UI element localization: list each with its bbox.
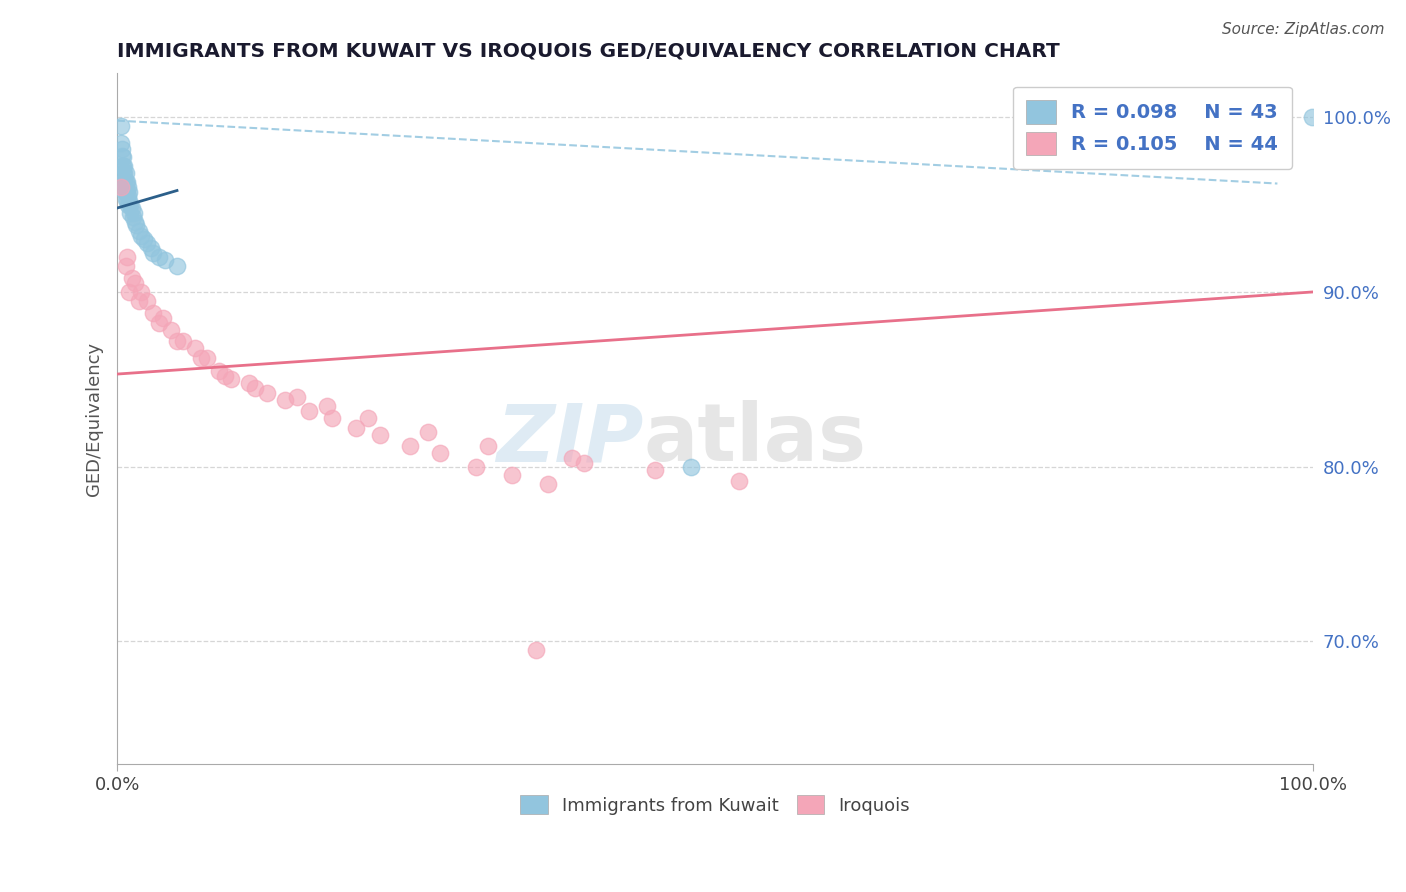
Text: IMMIGRANTS FROM KUWAIT VS IROQUOIS GED/EQUIVALENCY CORRELATION CHART: IMMIGRANTS FROM KUWAIT VS IROQUOIS GED/E…	[117, 42, 1060, 61]
Point	[285, 390, 308, 404]
Point	[112, 175, 135, 189]
Point	[572, 456, 595, 470]
Point	[118, 285, 141, 299]
Point	[537, 477, 560, 491]
Point	[115, 175, 138, 189]
Point	[111, 159, 134, 173]
Point	[110, 136, 132, 151]
Point	[139, 241, 162, 255]
Point	[114, 184, 136, 198]
Point	[243, 381, 266, 395]
Point	[148, 250, 170, 264]
Point	[681, 459, 703, 474]
Point	[117, 197, 139, 211]
Point	[124, 215, 146, 229]
Point	[114, 259, 136, 273]
Point	[219, 372, 242, 386]
Point	[120, 206, 142, 220]
Y-axis label: GED/Equivalency: GED/Equivalency	[86, 342, 103, 496]
Point	[238, 376, 260, 390]
Point	[644, 463, 666, 477]
Point	[195, 351, 218, 366]
Point	[160, 323, 183, 337]
Point	[501, 468, 523, 483]
Point	[121, 271, 143, 285]
Point	[1301, 110, 1323, 124]
Point	[153, 253, 176, 268]
Point	[128, 293, 150, 308]
Point	[214, 368, 236, 383]
Point	[136, 235, 159, 250]
Point	[114, 192, 136, 206]
Point	[112, 166, 135, 180]
Point	[370, 428, 392, 442]
Point	[118, 186, 141, 200]
Point	[190, 351, 212, 366]
Point	[117, 188, 139, 202]
Point	[172, 334, 194, 348]
Point	[561, 450, 583, 465]
Point	[121, 210, 143, 224]
Point	[208, 363, 231, 377]
Point	[120, 197, 142, 211]
Text: ZIP: ZIP	[496, 401, 644, 478]
Point	[148, 317, 170, 331]
Point	[465, 459, 488, 474]
Point	[399, 439, 422, 453]
Text: Source: ZipAtlas.com: Source: ZipAtlas.com	[1222, 22, 1385, 37]
Point	[124, 276, 146, 290]
Point	[132, 232, 155, 246]
Point	[121, 201, 143, 215]
Point	[115, 184, 138, 198]
Point	[315, 399, 337, 413]
Point	[152, 311, 174, 326]
Point	[166, 334, 188, 348]
Point	[111, 148, 134, 162]
Point	[357, 410, 380, 425]
Point	[114, 166, 136, 180]
Point	[118, 194, 141, 208]
Point	[129, 229, 152, 244]
Point	[112, 159, 135, 173]
Point	[122, 206, 145, 220]
Point	[256, 386, 278, 401]
Point	[321, 410, 343, 425]
Point	[524, 643, 547, 657]
Point	[184, 341, 207, 355]
Point	[125, 219, 148, 233]
Point	[112, 159, 135, 173]
Point	[112, 150, 135, 164]
Point	[115, 250, 138, 264]
Point	[273, 393, 295, 408]
Point	[728, 474, 751, 488]
Point	[112, 175, 135, 189]
Point	[297, 403, 319, 417]
Point	[110, 180, 132, 194]
Point	[344, 421, 367, 435]
Point	[128, 224, 150, 238]
Point	[136, 293, 159, 308]
Point	[418, 425, 440, 439]
Point	[110, 119, 132, 133]
Point	[142, 306, 165, 320]
Point	[129, 285, 152, 299]
Point	[112, 166, 135, 180]
Point	[112, 184, 135, 198]
Point	[111, 142, 134, 156]
Legend: Immigrants from Kuwait, Iroquois: Immigrants from Kuwait, Iroquois	[512, 787, 920, 824]
Point	[114, 175, 136, 189]
Point	[166, 259, 188, 273]
Point	[142, 246, 165, 260]
Point	[477, 439, 499, 453]
Point	[429, 446, 451, 460]
Point	[115, 194, 138, 208]
Text: atlas: atlas	[644, 401, 866, 478]
Point	[117, 180, 139, 194]
